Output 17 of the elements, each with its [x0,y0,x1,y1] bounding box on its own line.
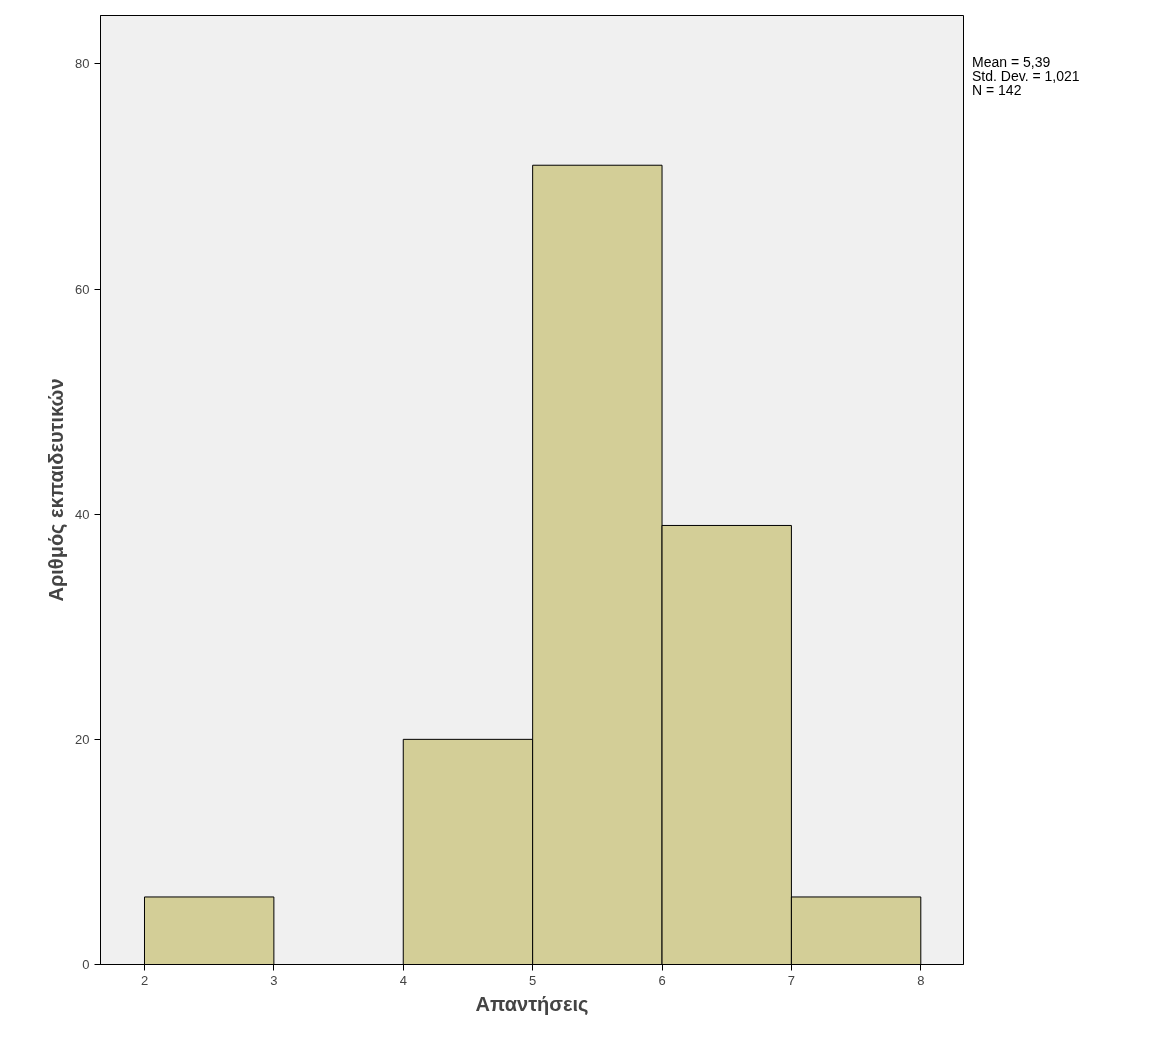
text: Std. Dev. = 1,021 [972,68,1080,84]
y-tick-label: 60 [75,281,90,297]
x-tick-label: 7 [787,972,796,988]
x-tick-label: 2 [140,972,149,988]
y-tick-label: 80 [75,56,90,72]
x-tick-label: 8 [917,972,925,988]
x-tick-label: 5 [529,972,537,988]
x-tick-label: 6 [658,972,666,988]
y-tick-label: 0 [82,957,90,972]
y-tick-label: 20 [75,731,90,747]
text: N = 142 [972,82,1022,98]
x-tick-label: 4 [399,972,407,988]
text: Mean = 5,39 [972,54,1051,70]
y-tick-label: 40 [75,506,90,522]
x-axis-title: Απαντήσεις [475,992,589,1015]
y-axis-title: Αριθμός εκπαιδευτικών [45,378,68,602]
x-tick-label: 3 [270,972,278,988]
